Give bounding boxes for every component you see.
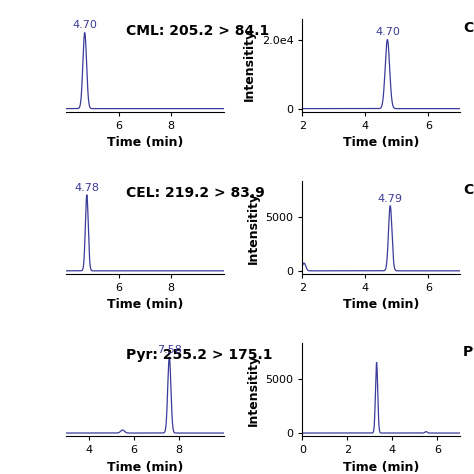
Y-axis label: Intensitity: Intensitity bbox=[243, 29, 256, 101]
Text: Pyr: 255.2 > 23: Pyr: 255.2 > 23 bbox=[463, 345, 474, 359]
Text: CML: CML bbox=[463, 21, 474, 35]
X-axis label: Time (min): Time (min) bbox=[343, 299, 419, 311]
Y-axis label: Intensitity: Intensitity bbox=[247, 354, 260, 426]
Y-axis label: Intensitity: Intensitity bbox=[247, 191, 260, 264]
Text: 4.78: 4.78 bbox=[74, 182, 100, 192]
Text: CEL: 219.2 > 83.9: CEL: 219.2 > 83.9 bbox=[126, 186, 265, 200]
Text: 4.70: 4.70 bbox=[72, 20, 97, 30]
Text: 7.58: 7.58 bbox=[157, 345, 182, 355]
X-axis label: Time (min): Time (min) bbox=[107, 299, 183, 311]
Text: 4.79: 4.79 bbox=[378, 194, 403, 204]
X-axis label: Time (min): Time (min) bbox=[107, 461, 183, 474]
X-axis label: Time (min): Time (min) bbox=[343, 461, 419, 474]
X-axis label: Time (min): Time (min) bbox=[343, 136, 419, 149]
Text: CML: 205.2 > 84.1: CML: 205.2 > 84.1 bbox=[126, 24, 269, 37]
X-axis label: Time (min): Time (min) bbox=[107, 136, 183, 149]
Text: Pyr: 255.2 > 175.1: Pyr: 255.2 > 175.1 bbox=[126, 348, 273, 362]
Text: 4.70: 4.70 bbox=[375, 27, 400, 37]
Text: CEL: CEL bbox=[463, 183, 474, 197]
